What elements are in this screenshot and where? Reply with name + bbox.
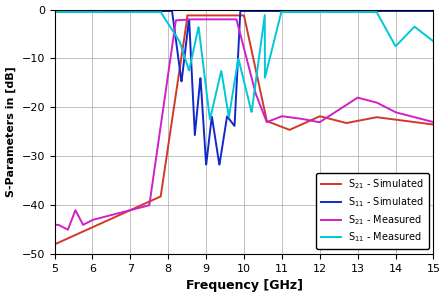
S$_{11}$ - Simulated xyxy=(420,9,425,13)
Line: S$_{11}$ - Measured: S$_{11}$ - Measured xyxy=(54,10,434,119)
S$_{21}$ - Simulated xyxy=(420,121,425,125)
S$_{21}$ - Measured xyxy=(420,117,425,121)
S$_{21}$ - Simulated xyxy=(71,234,77,238)
S$_{11}$ - Measured xyxy=(71,10,77,14)
S$_{21}$ - Simulated xyxy=(351,120,356,124)
S$_{21}$ - Simulated xyxy=(185,14,190,17)
S$_{21}$ - Measured xyxy=(351,99,356,102)
S$_{11}$ - Measured xyxy=(52,10,57,14)
S$_{11}$ - Measured xyxy=(207,117,213,121)
S$_{11}$ - Simulated xyxy=(351,9,356,13)
S$_{21}$ - Measured xyxy=(71,212,77,215)
S$_{11}$ - Measured xyxy=(226,115,231,118)
S$_{21}$ - Simulated xyxy=(226,14,231,17)
S$_{21}$ - Simulated xyxy=(431,123,436,126)
Legend: S$_{21}$ - Simulated, S$_{11}$ - Simulated, S$_{21}$ - Measured, S$_{11}$ - Meas: S$_{21}$ - Simulated, S$_{11}$ - Simulat… xyxy=(316,173,429,249)
S$_{11}$ - Simulated xyxy=(236,36,242,40)
S$_{11}$ - Measured xyxy=(420,31,425,35)
S$_{21}$ - Measured xyxy=(236,28,242,32)
S$_{21}$ - Simulated xyxy=(236,14,242,17)
S$_{11}$ - Measured xyxy=(236,59,242,63)
S$_{21}$ - Measured xyxy=(188,18,194,21)
S$_{11}$ - Simulated xyxy=(226,117,231,121)
S$_{21}$ - Simulated xyxy=(52,243,57,246)
S$_{11}$ - Measured xyxy=(351,10,356,14)
S$_{21}$ - Measured xyxy=(431,120,436,124)
S$_{11}$ - Measured xyxy=(420,31,425,35)
S$_{11}$ - Simulated xyxy=(431,9,436,13)
S$_{21}$ - Measured xyxy=(52,223,57,226)
S$_{11}$ - Simulated xyxy=(52,9,57,13)
S$_{21}$ - Measured xyxy=(227,18,232,21)
S$_{11}$ - Measured xyxy=(279,8,285,12)
S$_{11}$ - Simulated xyxy=(420,9,425,13)
S$_{11}$ - Simulated xyxy=(217,163,222,166)
S$_{21}$ - Simulated xyxy=(420,121,425,125)
Line: S$_{21}$ - Measured: S$_{21}$ - Measured xyxy=(54,19,434,230)
S$_{21}$ - Measured xyxy=(65,228,70,232)
Y-axis label: S-Parameters in [dB]: S-Parameters in [dB] xyxy=(5,66,16,197)
Line: S$_{21}$ - Simulated: S$_{21}$ - Simulated xyxy=(54,15,434,244)
S$_{11}$ - Measured xyxy=(431,40,436,43)
S$_{11}$ - Simulated xyxy=(71,9,77,13)
Line: S$_{11}$ - Simulated: S$_{11}$ - Simulated xyxy=(54,11,434,164)
S$_{21}$ - Measured xyxy=(420,117,425,121)
X-axis label: Frequency [GHz]: Frequency [GHz] xyxy=(186,280,302,292)
